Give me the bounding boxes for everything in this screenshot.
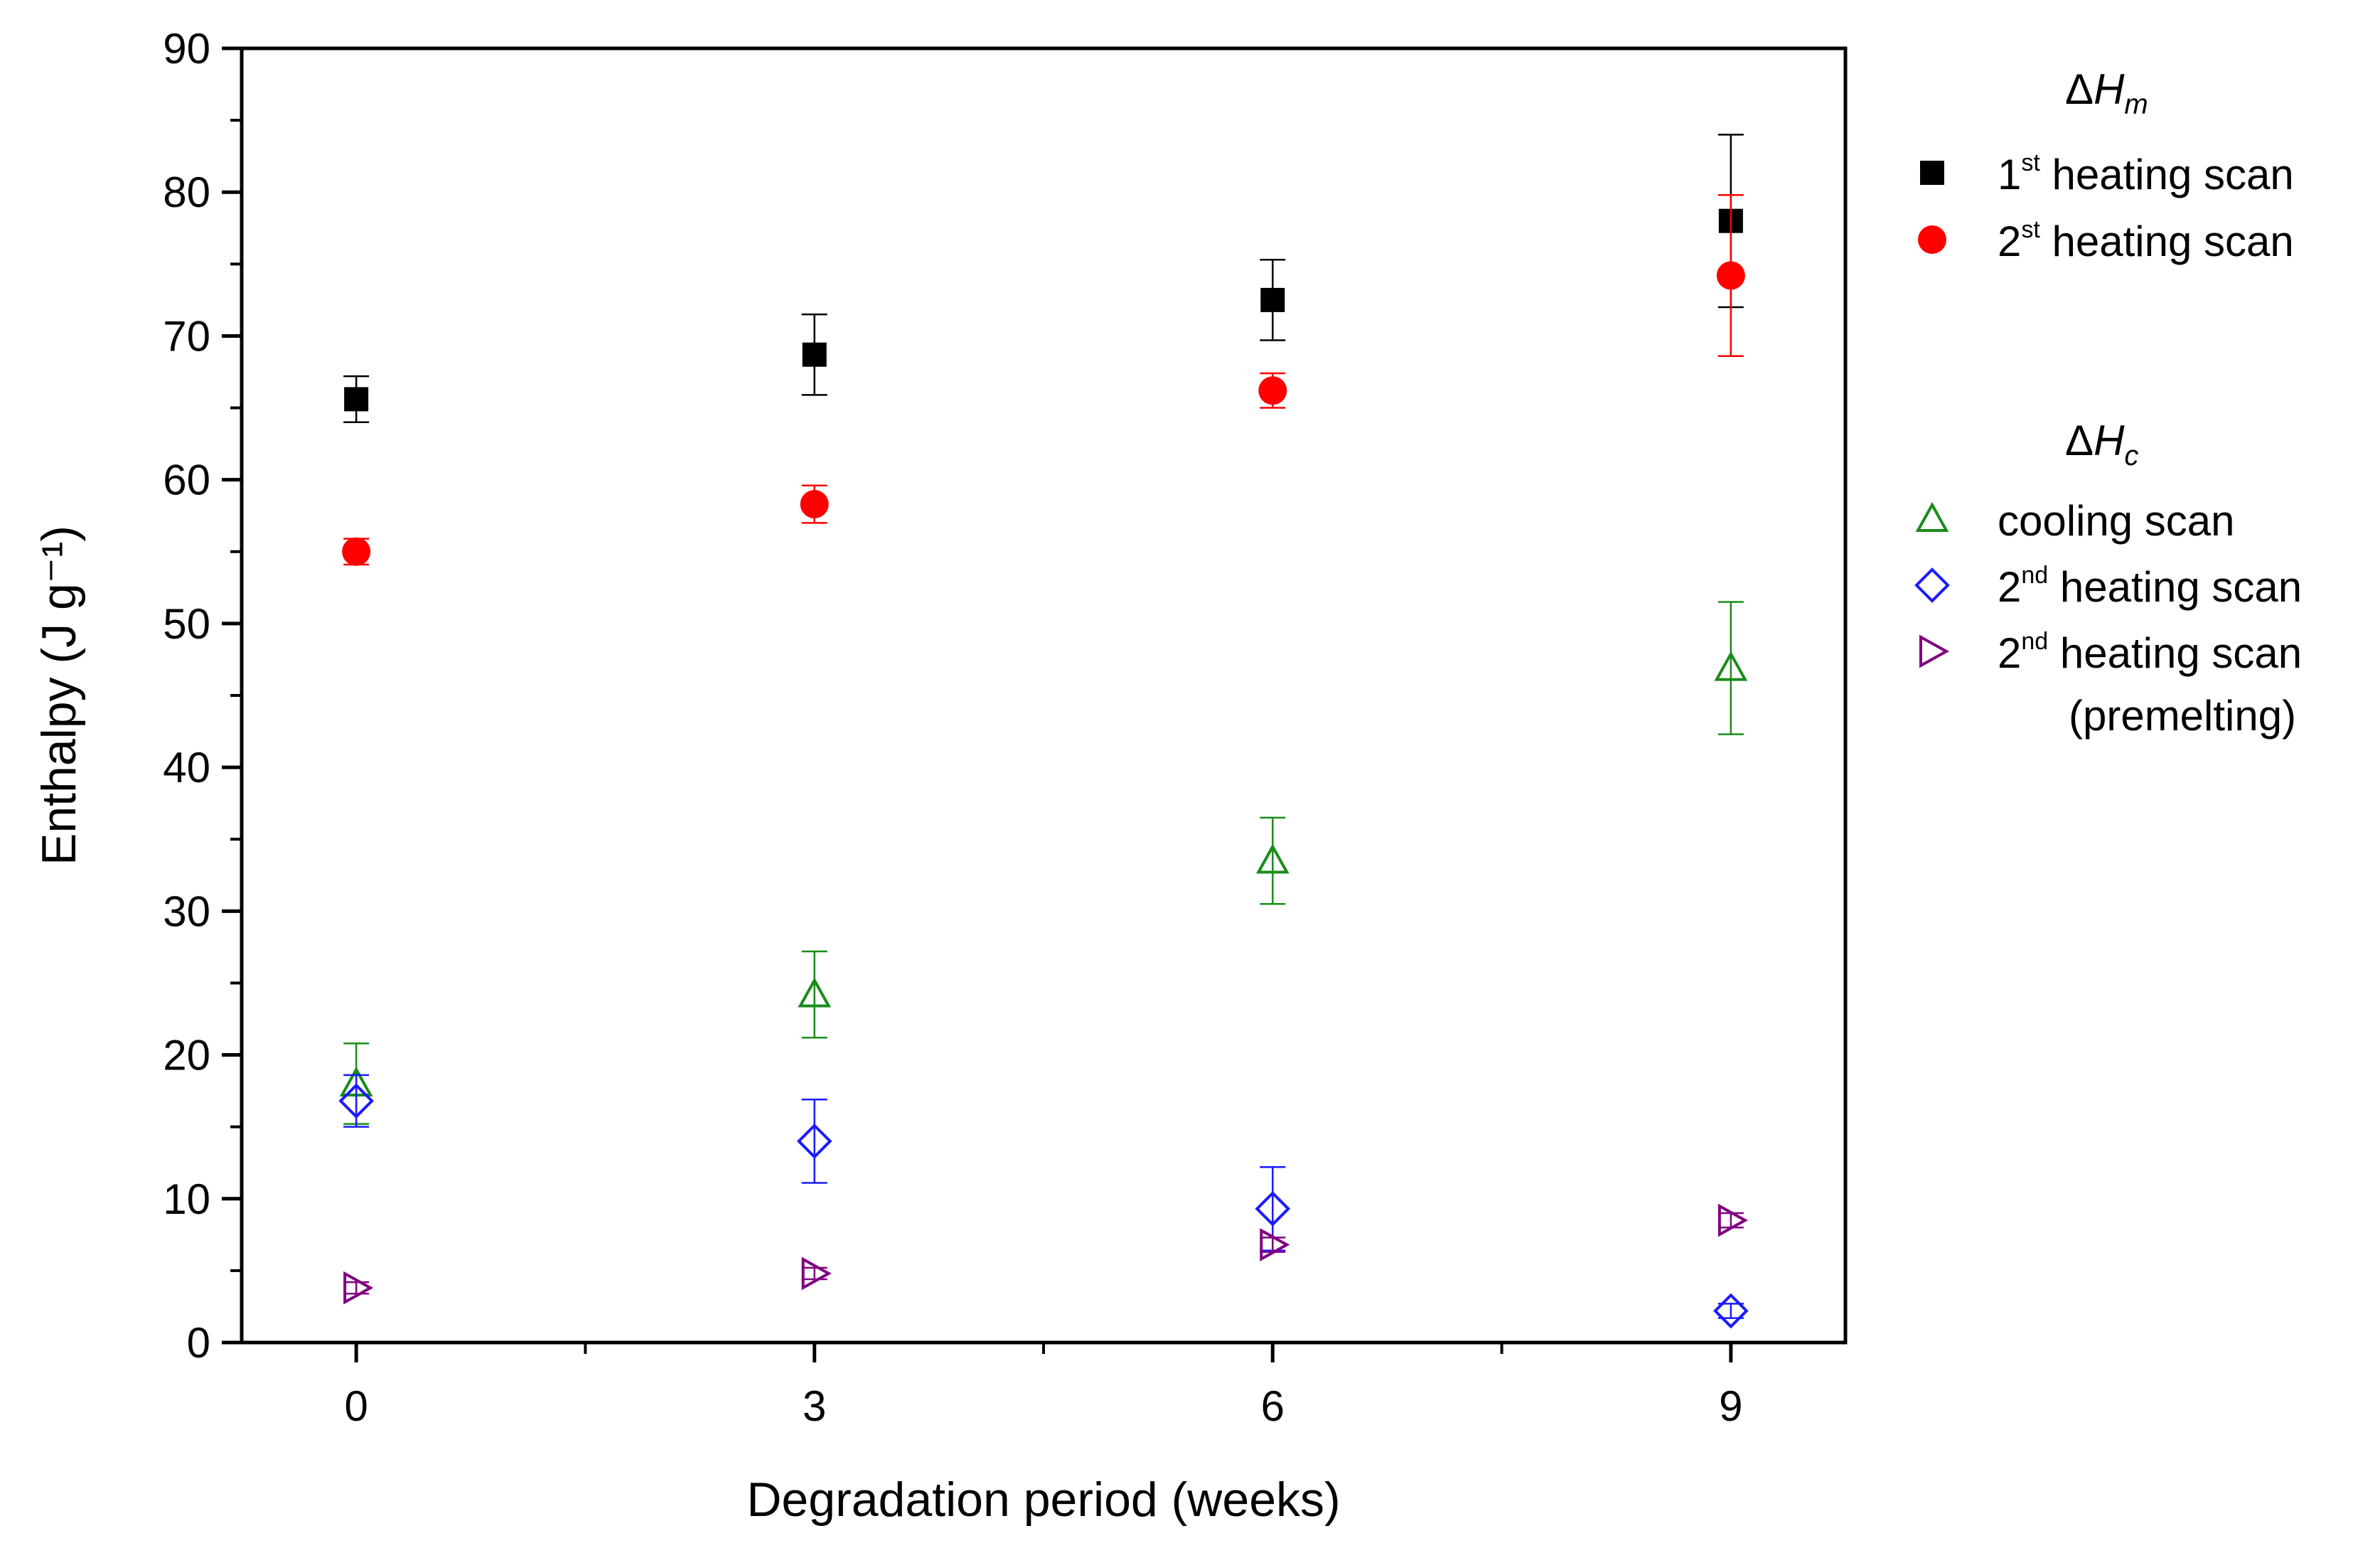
data-point xyxy=(338,1083,374,1119)
y-tick-label: 40 xyxy=(163,744,210,791)
legend-label: 1st heating scan xyxy=(1998,149,2294,198)
data-point xyxy=(342,537,371,566)
data-point xyxy=(1255,1191,1291,1227)
series-4 xyxy=(343,1203,1748,1305)
legend-marker xyxy=(1918,225,1946,254)
data-point xyxy=(800,490,829,519)
y-tick-label: 60 xyxy=(163,457,210,504)
series-3 xyxy=(338,1074,1749,1329)
x-tick-label: 9 xyxy=(1719,1382,1742,1430)
data-point xyxy=(1260,287,1285,312)
legend-label: 2st heating scan xyxy=(1998,216,2294,265)
data-point xyxy=(1717,1203,1748,1237)
legend-label: 2nd heating scan xyxy=(1998,628,2302,677)
y-axis-title: Enthalpy (J g⁻¹) xyxy=(32,525,86,865)
legend-label: cooling scan xyxy=(1998,497,2235,545)
axes-layer xyxy=(222,46,1733,1362)
legend-marker xyxy=(1920,161,1944,185)
data-point xyxy=(798,977,832,1008)
legend-item: 2st heating scan xyxy=(1918,216,2294,265)
x-axis-title: Degradation period (weeks) xyxy=(746,1473,1340,1527)
x-tick-label: 0 xyxy=(344,1382,368,1430)
data-marks-layer xyxy=(338,134,1749,1329)
legend-item: 2nd heating scan (premelting) xyxy=(1919,628,2302,740)
legend-item: 2nd heating scan xyxy=(1914,562,2302,611)
legend-item: cooling scan xyxy=(1915,497,2235,545)
data-point xyxy=(1714,651,1748,681)
data-point xyxy=(343,1271,374,1305)
data-point xyxy=(796,1124,832,1159)
data-point xyxy=(1716,261,1745,290)
legend-group-heading: ΔHc xyxy=(2065,417,2138,471)
axis-labels-layer: Degradation period (weeks) Enthalpy (J g… xyxy=(32,25,1743,1527)
plot-frame xyxy=(240,46,1848,1345)
y-tick-label: 30 xyxy=(163,887,210,935)
legend-label: 2nd heating scan xyxy=(1998,562,2302,611)
data-point xyxy=(1260,1228,1290,1261)
legend-marker xyxy=(1915,501,1949,532)
legend-item: 1st heating scan xyxy=(1920,149,2294,198)
data-point xyxy=(344,387,369,412)
data-point xyxy=(1258,376,1287,405)
legend: ΔHm ΔHc 1st heating scan 2st heating scan co… xyxy=(1914,65,2302,740)
legend-marker xyxy=(1919,634,1950,668)
legend-group-heading: ΔHm xyxy=(2065,65,2148,120)
data-point xyxy=(802,342,827,367)
series-1 xyxy=(342,194,1745,566)
legend-marker xyxy=(1914,567,1950,603)
x-tick-label: 6 xyxy=(1261,1382,1285,1430)
legend-label-line2: (premelting) xyxy=(2069,692,2296,740)
y-tick-label: 80 xyxy=(163,169,210,216)
data-point xyxy=(1255,843,1290,874)
y-tick-label: 70 xyxy=(163,312,210,360)
data-point xyxy=(1713,1293,1749,1329)
y-tick-label: 10 xyxy=(163,1175,210,1223)
y-tick-label: 50 xyxy=(163,600,210,648)
data-point xyxy=(801,1256,832,1291)
x-tick-label: 3 xyxy=(803,1382,826,1430)
y-tick-label: 0 xyxy=(187,1319,210,1367)
y-tick-label: 20 xyxy=(163,1032,210,1079)
y-tick-label: 90 xyxy=(163,25,210,73)
